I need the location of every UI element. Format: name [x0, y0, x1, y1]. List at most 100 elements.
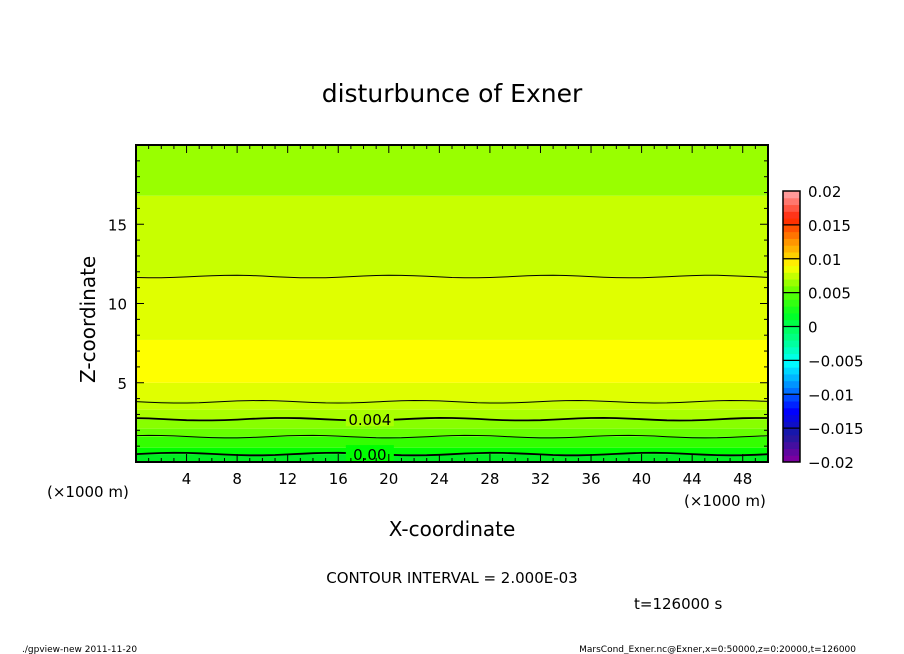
chart-title: disturbunce of Exner [322, 79, 583, 108]
colorbar-label: 0 [808, 319, 818, 337]
x-tick-label: 20 [379, 470, 398, 488]
contour-lines: 0.00 0.004 [135, 274, 769, 464]
colorbar-swatch [783, 407, 800, 416]
colorbar-swatch [783, 373, 800, 382]
colorbar-swatch [783, 292, 800, 300]
color-band [136, 436, 768, 448]
color-band [136, 145, 768, 196]
colorbar-swatch [783, 441, 800, 449]
color-band [136, 428, 768, 437]
colorbar: 0.02 0.015 0.01 0.005 0 −0.005 −0.01 −0.015 −0.0… [782, 183, 864, 472]
colorbar-swatch [783, 285, 800, 294]
color-band [136, 339, 768, 383]
x-tick-label: 16 [329, 470, 348, 488]
color-bands [136, 145, 768, 462]
contour-line [135, 416, 768, 422]
contour-line [135, 274, 769, 279]
colorbar-swatch [783, 380, 800, 388]
colorbar-swatch [783, 211, 800, 219]
y-unit-label: (×1000 m) [47, 483, 129, 501]
colorbar-swatch [783, 197, 800, 206]
x-tick-label: 44 [683, 470, 702, 488]
footer-left: ./gpview-new 2011-11-20 [22, 645, 137, 654]
colorbar-swatch [783, 455, 800, 463]
color-band [136, 419, 768, 429]
colorbar-swatch [783, 326, 800, 334]
x-tick-label: 8 [232, 470, 242, 488]
color-band [136, 382, 768, 401]
colorbar-swatch [783, 279, 800, 287]
x-tick-label: 28 [480, 470, 499, 488]
color-band [136, 400, 768, 410]
colorbar-swatch [783, 434, 800, 443]
colorbar-swatch [783, 401, 800, 409]
x-tick-label: 48 [733, 470, 752, 488]
contour-interval: CONTOUR INTERVAL = 2.000E-03 [326, 569, 577, 587]
colorbar-swatch [783, 340, 800, 348]
colorbar-swatch [783, 428, 800, 436]
x-unit-label: (×1000 m) [684, 492, 766, 510]
contour-label: 0.004 [348, 411, 391, 429]
contour-label: 0.00 [353, 446, 386, 464]
colorbar-swatch [783, 360, 800, 368]
y-tick-label: 15 [108, 216, 127, 234]
x-tick-label: 32 [531, 470, 550, 488]
y-tick-label: 10 [108, 296, 127, 314]
colorbar-label: 0.02 [808, 183, 841, 201]
color-band [136, 276, 768, 340]
colorbar-label: 0.015 [808, 217, 851, 235]
colorbar-label: 0.01 [808, 251, 841, 269]
colorbar-swatch [783, 191, 800, 199]
colorbar-swatch [783, 394, 800, 402]
color-band [136, 447, 768, 455]
colorbar-label: −0.005 [808, 352, 864, 370]
colorbar-swatch [783, 421, 800, 429]
colorbar-swatch [783, 312, 800, 321]
y-tick-label: 5 [117, 375, 127, 393]
contour-label-bg [345, 410, 394, 427]
x-tick-label: 40 [632, 470, 651, 488]
colorbar-swatch [783, 218, 800, 226]
colorbar-swatch [783, 224, 800, 233]
color-band [136, 409, 768, 420]
colorbar-swatch [783, 299, 800, 307]
colorbar-swatch [783, 346, 800, 355]
contour-label-bg [345, 445, 394, 462]
colorbar-swatch [783, 245, 800, 253]
color-band [136, 195, 768, 277]
colorbar-swatch [783, 333, 800, 341]
colorbar-label: 0.005 [808, 285, 851, 303]
colorbar-swatch [783, 231, 800, 239]
x-tick-label: 24 [430, 470, 449, 488]
contour-line [135, 451, 769, 457]
colorbar-swatch [783, 204, 800, 212]
contour-line [135, 399, 769, 404]
y-axis-label: Z-coordinate [76, 256, 100, 383]
colorbar-swatch [783, 272, 800, 280]
x-tick-label: 4 [182, 470, 192, 488]
colorbar-label: −0.01 [808, 386, 854, 404]
x-tick-label: 12 [278, 470, 297, 488]
colorbar-swatch [783, 238, 800, 246]
colorbar-swatch [783, 448, 800, 456]
time-label: t=126000 s [634, 595, 722, 613]
colorbar-swatch [783, 265, 800, 273]
colorbar-swatch [783, 251, 800, 260]
x-axis-label: X-coordinate [389, 517, 516, 541]
x-tick-label: 36 [581, 470, 600, 488]
colorbar-swatch [783, 258, 800, 267]
colorbar-label: −0.02 [808, 454, 854, 472]
colorbar-swatch [783, 414, 800, 422]
colorbar-swatch [783, 387, 800, 395]
colorbar-swatch [783, 306, 800, 314]
colorbar-label: −0.015 [808, 420, 864, 438]
footer-right: MarsCond_Exner.nc@Exner,x=0:50000,z=0:20… [579, 645, 856, 654]
colorbar-frame [782, 190, 801, 463]
contour-line [135, 434, 769, 439]
colorbar-swatch [783, 353, 800, 361]
colorbar-swatch [783, 319, 800, 327]
colorbar-swatch [783, 367, 800, 375]
